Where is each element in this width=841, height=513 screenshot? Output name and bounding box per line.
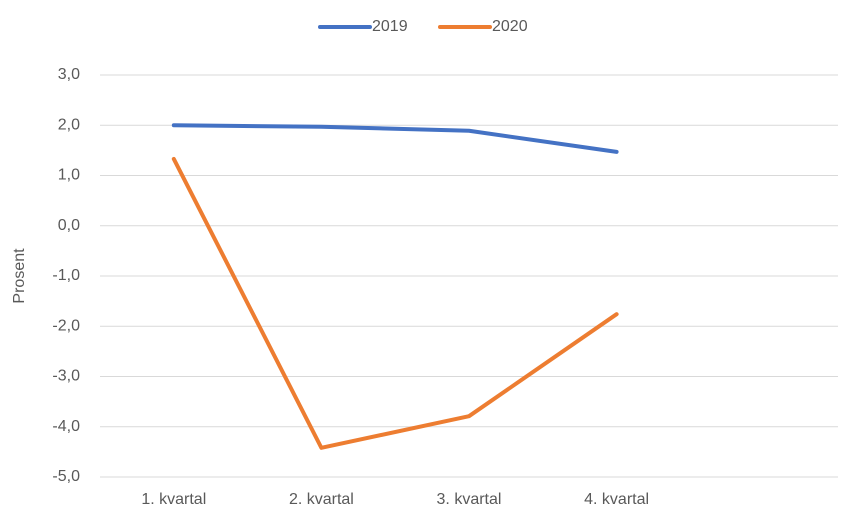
x-tick-label: 1. kvartal xyxy=(141,491,206,508)
y-tick-label: 2,0 xyxy=(58,116,80,133)
y-tick-label: -2,0 xyxy=(52,317,80,334)
y-tick-label: 0,0 xyxy=(58,217,80,234)
legend-label: 2019 xyxy=(372,18,408,35)
y-tick-label: -4,0 xyxy=(52,418,80,435)
y-tick-label: -1,0 xyxy=(52,267,80,284)
series-line xyxy=(171,156,619,450)
y-tick-label: -5,0 xyxy=(52,468,80,485)
y-tick-label: 1,0 xyxy=(58,167,80,184)
series-line xyxy=(171,123,619,154)
x-tick-label: 2. kvartal xyxy=(289,491,354,508)
y-tick-label: -3,0 xyxy=(52,368,80,385)
y-tick-label: 3,0 xyxy=(58,66,80,83)
x-tick-label: 3. kvartal xyxy=(437,491,502,508)
legend-label: 2020 xyxy=(492,18,528,35)
x-tick-label: 4. kvartal xyxy=(584,491,649,508)
y-axis-title: Prosent xyxy=(11,248,28,304)
